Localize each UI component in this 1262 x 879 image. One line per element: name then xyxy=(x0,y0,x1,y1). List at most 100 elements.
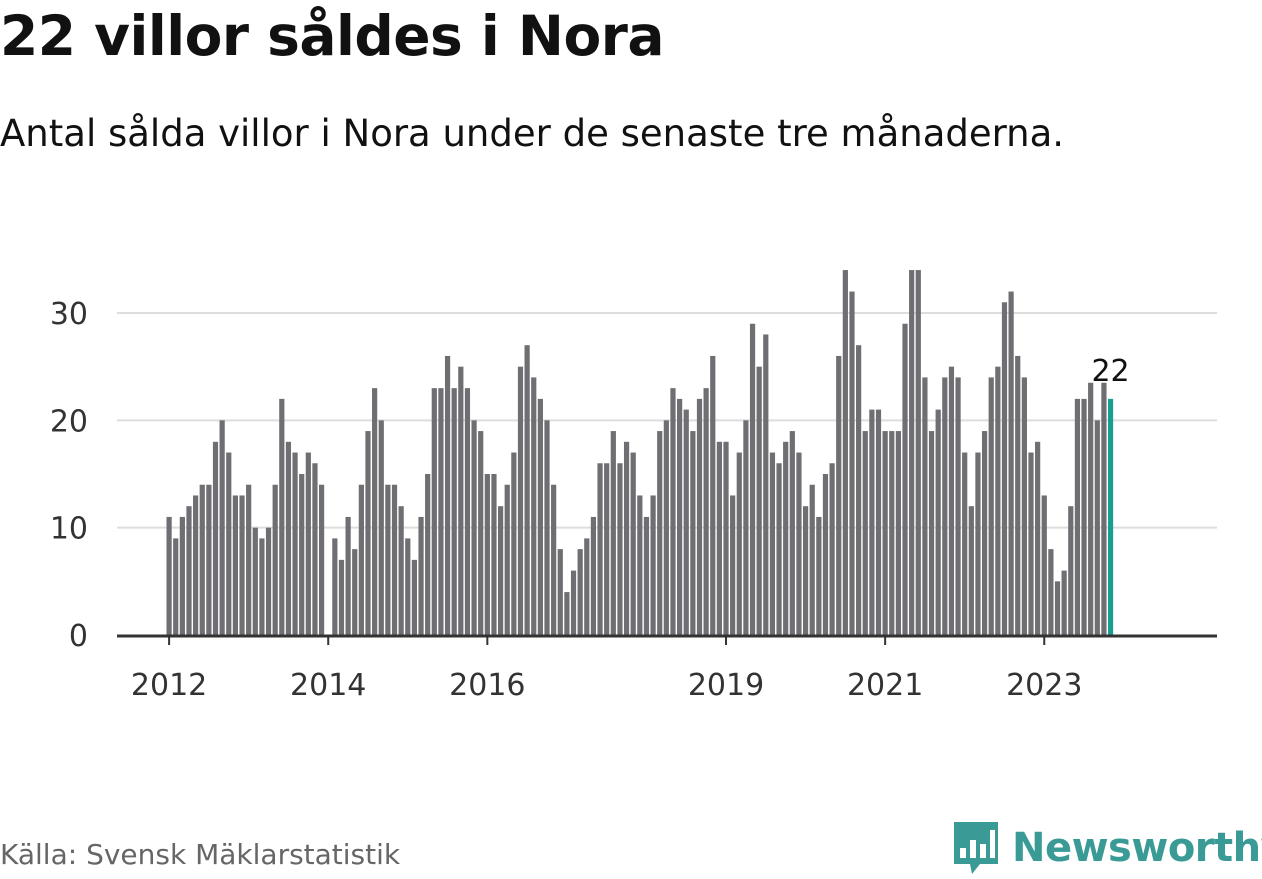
bar xyxy=(836,355,842,635)
bar xyxy=(690,431,696,635)
bar xyxy=(564,592,570,635)
bar xyxy=(763,334,769,635)
bar xyxy=(305,452,311,635)
bar xyxy=(736,452,742,635)
bar xyxy=(577,549,583,635)
source-note: Källa: Svensk Mäklarstatistik xyxy=(0,838,401,871)
bar xyxy=(179,516,185,635)
bar xyxy=(604,463,610,635)
bar xyxy=(478,431,484,635)
bar xyxy=(252,527,258,635)
bar xyxy=(889,431,895,635)
bar xyxy=(809,484,815,635)
y-tick-label: 0 xyxy=(69,619,88,654)
bar xyxy=(988,377,994,635)
bar xyxy=(1054,581,1061,635)
x-tick-label: 2016 xyxy=(449,668,525,703)
bar xyxy=(935,409,941,635)
bar xyxy=(1061,570,1067,635)
bar xyxy=(405,538,411,635)
x-tick-label: 2023 xyxy=(1006,668,1082,703)
bar xyxy=(398,506,404,635)
bar xyxy=(862,431,868,635)
bar xyxy=(385,484,391,635)
bar xyxy=(1081,398,1087,635)
bar xyxy=(517,366,524,635)
bar xyxy=(776,463,782,635)
bar xyxy=(942,377,948,635)
bar xyxy=(716,441,722,635)
y-tick-label: 10 xyxy=(50,512,88,547)
annotations: 22 xyxy=(1091,354,1129,389)
bar xyxy=(802,506,809,635)
bar xyxy=(173,538,179,635)
bar xyxy=(962,452,968,635)
bar xyxy=(829,463,835,635)
bar xyxy=(1008,291,1014,635)
bar xyxy=(391,484,398,635)
bar xyxy=(411,559,418,635)
bar xyxy=(458,366,464,635)
bar xyxy=(444,355,451,635)
bar xyxy=(816,516,822,635)
bar xyxy=(471,420,477,635)
bar xyxy=(909,270,915,635)
bar xyxy=(670,388,676,635)
bar xyxy=(1001,302,1008,635)
bar xyxy=(1101,382,1107,635)
chart-subtitle: Antal sålda villor i Nora under de senas… xyxy=(0,112,1065,155)
bar xyxy=(1028,452,1034,635)
bar xyxy=(856,345,862,635)
bar xyxy=(597,463,603,635)
y-tick-label: 20 xyxy=(50,404,88,439)
bar xyxy=(643,516,650,635)
chart-title: 22 villor såldes i Nora xyxy=(0,4,664,68)
bar xyxy=(299,474,305,635)
bar xyxy=(677,398,683,635)
bar xyxy=(226,452,232,635)
bar xyxy=(875,409,882,635)
bar xyxy=(1041,495,1047,635)
bar xyxy=(928,431,935,635)
bar xyxy=(842,270,848,635)
bar xyxy=(657,431,663,635)
bar xyxy=(703,388,709,635)
bar xyxy=(1015,355,1021,635)
bar xyxy=(491,474,497,635)
bar xyxy=(232,495,238,635)
bar xyxy=(869,409,875,635)
bar xyxy=(279,398,285,635)
bar xyxy=(683,409,689,635)
bar xyxy=(498,506,504,635)
bar xyxy=(511,452,517,635)
bar xyxy=(948,366,955,635)
bar xyxy=(590,516,597,635)
bar xyxy=(1021,377,1027,635)
bar xyxy=(425,474,431,635)
bar xyxy=(743,420,749,635)
bar xyxy=(212,441,219,635)
bar xyxy=(1035,441,1041,635)
bar xyxy=(663,420,669,635)
bar xyxy=(1094,420,1100,635)
bar xyxy=(312,463,318,635)
bar xyxy=(219,420,225,635)
bar xyxy=(1088,382,1094,635)
bar xyxy=(1074,398,1081,635)
bar xyxy=(418,516,424,635)
bar xyxy=(186,506,192,635)
bar xyxy=(431,388,437,635)
bar xyxy=(338,559,345,635)
bar xyxy=(372,388,378,635)
bar xyxy=(610,431,616,635)
bar xyxy=(570,570,577,635)
bar xyxy=(166,516,172,635)
y-axis: 0 10 20 30 xyxy=(50,297,88,654)
bar xyxy=(272,484,278,635)
bars xyxy=(166,270,1114,635)
bar xyxy=(630,452,636,635)
bar xyxy=(730,495,736,635)
bar xyxy=(332,538,338,635)
bar xyxy=(318,484,325,635)
x-tick-label: 2014 xyxy=(290,668,366,703)
